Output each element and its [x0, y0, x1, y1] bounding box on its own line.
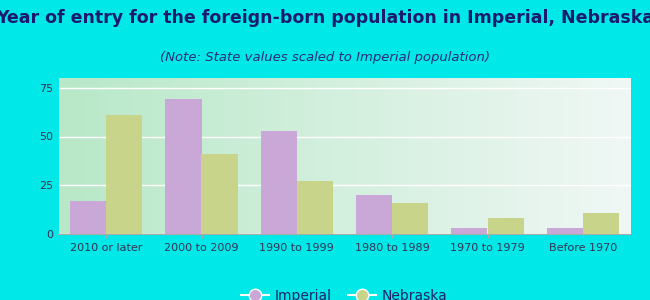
Bar	[356, 195, 392, 234]
Legend: Imperial, Nebraska: Imperial, Nebraska	[236, 283, 453, 300]
Bar	[165, 99, 202, 234]
Bar	[488, 218, 524, 234]
Bar	[392, 203, 428, 234]
Bar	[583, 212, 619, 234]
Bar	[202, 154, 238, 234]
Bar	[70, 201, 106, 234]
Text: Year of entry for the foreign-born population in Imperial, Nebraska: Year of entry for the foreign-born popul…	[0, 9, 650, 27]
Bar	[106, 115, 142, 234]
Bar	[451, 228, 488, 234]
Bar	[297, 181, 333, 234]
Bar	[547, 228, 583, 234]
Text: (Note: State values scaled to Imperial population): (Note: State values scaled to Imperial p…	[160, 51, 490, 64]
Bar	[261, 130, 297, 234]
